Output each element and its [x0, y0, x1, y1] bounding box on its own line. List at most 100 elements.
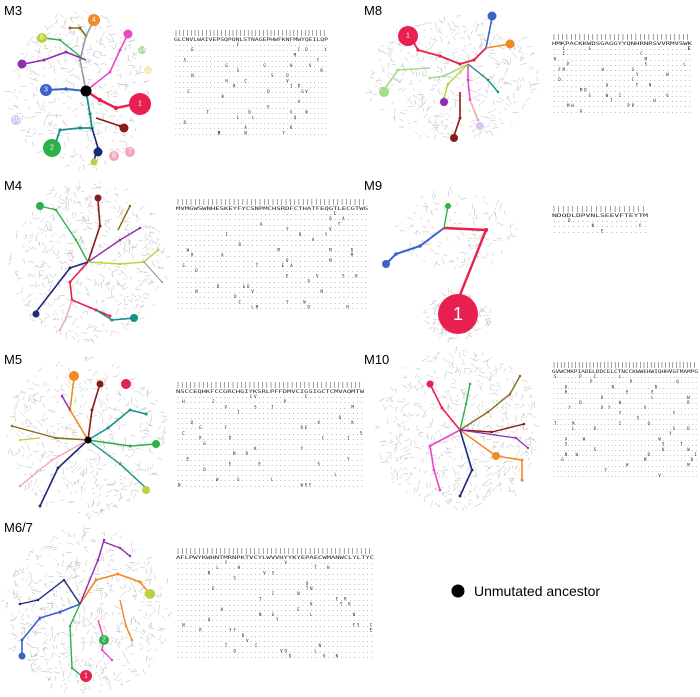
- clone-node: [130, 314, 138, 322]
- mutation-residue: A: [606, 82, 609, 87]
- mutation-residue: N: [191, 73, 194, 78]
- mutation-residue: I: [272, 591, 275, 596]
- clone-node: [80, 670, 92, 682]
- mutation-residue: H: [565, 390, 568, 395]
- lineage-node: [394, 252, 398, 256]
- lineage-node: [416, 48, 420, 52]
- lineage-branch: [85, 33, 129, 92]
- mutation-residue: S: [662, 442, 665, 447]
- lineage-node: [128, 444, 132, 448]
- lineage-node: [526, 446, 530, 450]
- lineage-node: [118, 238, 122, 242]
- mutation-table: NDQDLDPVNLSEEVFTEYTM....................…: [552, 206, 649, 233]
- mutation-residue: E: [212, 586, 215, 591]
- mutation-residue: A: [298, 99, 301, 104]
- mutation-residue: Y: [286, 299, 289, 304]
- mutation-residue: S: [594, 447, 597, 452]
- mutation-residue: I: [226, 232, 229, 237]
- mutation-residue: C: [250, 394, 253, 399]
- mutation-residue: V: [286, 78, 289, 83]
- mutation-residue: K: [254, 446, 257, 451]
- mutation-residue: F: [309, 482, 312, 487]
- mutation-residue: W: [658, 436, 661, 441]
- mutation-residue: K: [554, 56, 557, 61]
- mutation-residue: T: [256, 263, 259, 268]
- mutation-residue: Y: [301, 446, 304, 451]
- lineage-node: [68, 266, 72, 270]
- lineage-node: [116, 572, 120, 576]
- clone-row: ........................................…: [176, 431, 364, 435]
- panel-m5: M5 NSCCEQHKFCCGRCHGIYKSRLPFFDMVCIGSIGCTCM…: [4, 352, 365, 521]
- lineage-branch: [87, 439, 157, 447]
- reference-sequence-row: HMKPACKKWDSGAGGYYQNHRNRSVVRMVSWK: [552, 41, 693, 46]
- mutation-residue: S: [254, 404, 257, 409]
- lineage-node: [428, 76, 432, 80]
- clone-row: ........................................…: [176, 306, 368, 310]
- lineage-branch: [467, 63, 499, 93]
- mutation-residue: K: [662, 447, 665, 452]
- mutation-residue: S: [589, 46, 592, 51]
- mutation-residue: H: [221, 607, 224, 612]
- clone-node-label: 8: [112, 153, 116, 160]
- clone-row: ........................................…: [176, 295, 368, 299]
- clone-row: ........................................: [174, 79, 328, 83]
- lineage-node: [10, 424, 14, 428]
- clone-row: ........................................: [174, 95, 328, 99]
- clone-row: ........................................…: [176, 238, 368, 242]
- clone-row: ........................................: [174, 111, 328, 115]
- lineage-node: [42, 58, 46, 62]
- clone-row: ........................................…: [176, 478, 364, 482]
- clone-row: ....................: [552, 224, 649, 228]
- mutation-residue: D: [234, 294, 237, 299]
- mutation-residue: C: [187, 89, 190, 94]
- clone-node-label: 2: [50, 145, 54, 152]
- lineage-node: [458, 62, 462, 66]
- lineage-branch: [23, 51, 87, 65]
- lineage-node: [514, 436, 518, 440]
- mutation-residue: I: [694, 452, 697, 457]
- mutation-residue: W: [303, 299, 306, 304]
- lineage-node: [396, 68, 400, 72]
- mutation-residue: M: [233, 451, 236, 456]
- mutation-residue: S: [645, 62, 648, 67]
- mutation-residue: L: [314, 648, 317, 653]
- clone-row: ........................................: [552, 391, 698, 395]
- lineage-node: [118, 262, 122, 266]
- mutation-residue: S: [357, 622, 360, 627]
- mutation-residue: G: [243, 284, 246, 289]
- mutation-residue: P: [632, 103, 635, 108]
- position-header: [553, 206, 644, 212]
- mutation-residue: Y: [673, 410, 676, 415]
- lineage-node: [70, 666, 74, 670]
- position-header: [553, 34, 688, 40]
- lineage-branch: [383, 67, 431, 91]
- mutation-residue: L: [310, 612, 313, 617]
- lineage-node: [468, 382, 472, 386]
- mutation-residue: N: [565, 452, 568, 457]
- clone-row: ........................................…: [176, 473, 364, 477]
- mutation-residue: V: [305, 89, 308, 94]
- mutation-residue: E: [258, 462, 261, 467]
- mutation-residue: H: [571, 103, 574, 108]
- mutation-residue: M: [256, 305, 259, 310]
- mutation-residue: C: [322, 436, 325, 441]
- mutation-residue: Q: [294, 115, 297, 120]
- mutation-residue: Q: [329, 216, 332, 221]
- lineage-node: [520, 478, 524, 482]
- lineage-branch: [53, 90, 93, 149]
- lineage-node: [160, 280, 164, 284]
- background-tree-cloud: [4, 10, 150, 172]
- clone-row: ........................................…: [176, 582, 374, 586]
- lineage-node: [88, 112, 92, 116]
- clone-row: ........................................…: [176, 269, 368, 273]
- mutation-residue: H: [653, 98, 656, 103]
- position-header: [177, 382, 361, 388]
- lineage-branch: [87, 199, 101, 263]
- mutation-residue: M: [580, 88, 583, 93]
- lineage-node: [438, 54, 442, 58]
- lineage-node: [458, 116, 462, 120]
- mutation-residue: S: [565, 442, 568, 447]
- mutation-residue: W: [576, 452, 579, 457]
- mutation-residue: A: [342, 216, 345, 221]
- mutation-residue: C: [298, 47, 301, 52]
